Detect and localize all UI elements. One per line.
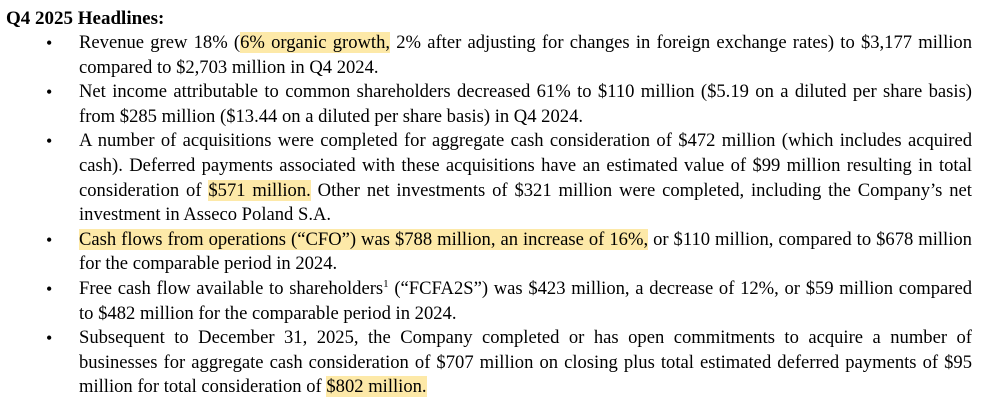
bullet-marker: • xyxy=(46,229,53,250)
bullet-text: (“FCFA2S”) was $423 million, a decrease … xyxy=(79,277,973,324)
footnote-marker: 1 xyxy=(383,277,389,290)
bullet-text: Net income attributable to common shareh… xyxy=(79,81,972,127)
bullet-marker: • xyxy=(46,328,53,349)
highlighted-text: Cash flows from operations (“CFO”) was $… xyxy=(79,228,649,250)
headline-bullet-1: • Revenue grew 18% (6% organic growth, 2%… xyxy=(6,31,972,80)
headline-bullet-list: • Revenue grew 18% (6% organic growth, 2%… xyxy=(6,31,972,400)
bullet-text: Revenue grew 18% ( xyxy=(79,32,241,53)
bullet-text: or $110 million, compared to $678 millio… xyxy=(79,228,972,275)
highlighted-text: $571 million. xyxy=(208,179,311,201)
headline-bullet-4: • Cash flows from operations (“CFO”) was … xyxy=(6,228,972,277)
bullet-marker: • xyxy=(46,278,53,299)
bullet-text: A number of acquisitions were completed … xyxy=(79,130,972,201)
headline-bullet-5: • Free cash flow available to shareholder… xyxy=(6,277,972,326)
highlighted-text: 6% organic growth, xyxy=(240,32,391,53)
bullet-marker: • xyxy=(46,82,53,103)
bullet-text: Subsequent to December 31, 2025, the Com… xyxy=(79,327,972,398)
highlighted-text: $802 million. xyxy=(326,376,427,398)
bullet-text: 2% after adjusting for changes in foreig… xyxy=(79,32,972,78)
bullet-marker: • xyxy=(46,33,53,53)
section-heading: Q4 2025 Headlines: xyxy=(6,8,165,29)
bullet-text: Other net investments of $321 million we… xyxy=(79,179,972,226)
headline-bullet-2: • Net income attributable to common share… xyxy=(6,80,972,129)
headline-bullet-6: • Subsequent to December 31, 2025, the Co… xyxy=(6,326,972,400)
bullet-marker: • xyxy=(46,131,53,152)
headline-bullet-3: • A number of acquisitions were completed… xyxy=(6,129,972,227)
bullet-text: Free cash flow available to shareholders xyxy=(79,277,384,299)
